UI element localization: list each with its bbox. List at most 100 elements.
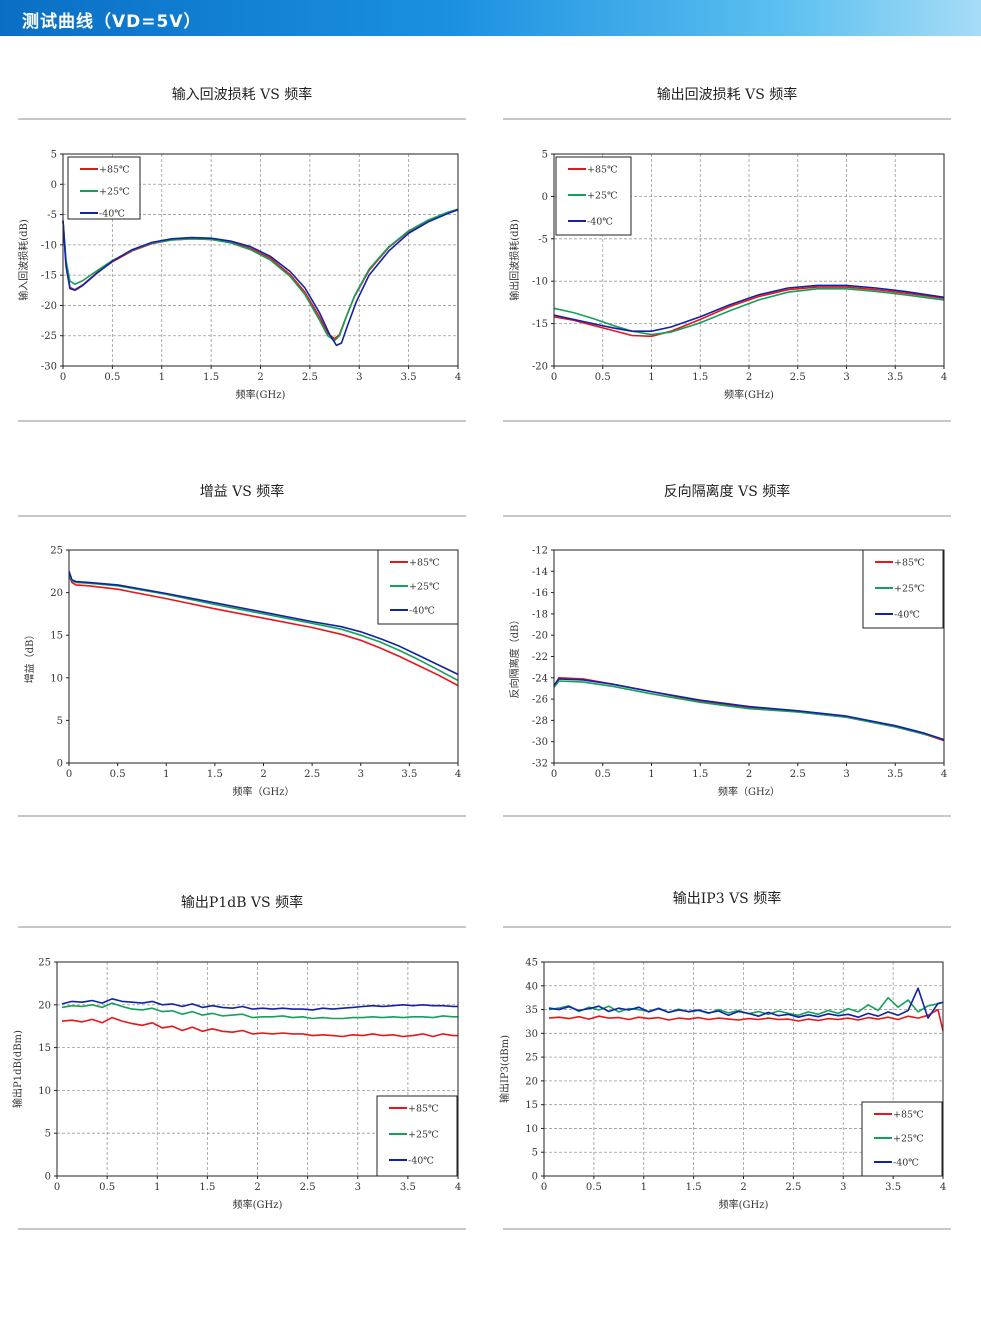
y-tick-label: 35 xyxy=(525,1005,538,1016)
chart-panel-c1: 输入回波损耗 VS 频率 0 0.5 1 1.5 2 2.5 3 3.5 4 -30 -25 -20 -1… xyxy=(17,70,466,424)
legend-box xyxy=(376,1095,458,1177)
x-tick-label: 1.5 xyxy=(203,372,219,383)
y-tick-label: 25 xyxy=(38,958,51,969)
y-tick-label: -22 xyxy=(532,652,548,663)
x-tick-label: 2 xyxy=(740,1182,746,1193)
legend-label: +85℃ xyxy=(99,165,130,176)
x-tick-label: 1.5 xyxy=(199,1182,215,1193)
chart-svg: 0 0.5 1 1.5 2 2.5 3 3.5 4 0 5 10 15 20 25 频率(GHz) 输出P1dB… xyxy=(11,958,461,1212)
y-tick-label: -14 xyxy=(532,567,548,578)
y-tick-label: 20 xyxy=(525,1076,538,1087)
x-tick-label: 1.5 xyxy=(686,1182,702,1193)
legend-label: -40℃ xyxy=(409,606,435,617)
x-tick-label: 2.5 xyxy=(790,769,806,780)
x-tick-label: 3.5 xyxy=(887,372,903,383)
y-tick-label: 10 xyxy=(50,673,63,684)
chart-title: 增益 VS 频率 xyxy=(199,484,285,500)
y-tick-label: 45 xyxy=(525,958,538,969)
y-tick-label: 5 xyxy=(51,150,57,161)
legend-label: +25℃ xyxy=(409,582,440,593)
chart-svg: 0 0.5 1 1.5 2 2.5 3 3.5 4 -20 -15 -10 -5 0 5 频率(GHz) 输出回… xyxy=(508,150,947,402)
x-tick-label: 1 xyxy=(159,372,165,383)
y-tick-label: 0 xyxy=(45,1172,51,1183)
x-tick-label: 2.5 xyxy=(304,769,320,780)
legend-label: -40℃ xyxy=(99,209,125,220)
y-tick-label: -20 xyxy=(532,362,548,373)
series-line-2 xyxy=(62,208,459,347)
x-tick-label: 2.5 xyxy=(300,1182,316,1193)
legend-box xyxy=(67,156,141,220)
series-line-0 xyxy=(548,1008,944,1032)
x-tick-label: 3.5 xyxy=(885,1182,901,1193)
divider-bottom xyxy=(18,1228,466,1230)
y-tick-label: 10 xyxy=(38,1086,51,1097)
y-tick-label: -10 xyxy=(532,277,548,288)
y-tick-label: 10 xyxy=(525,1124,538,1135)
legend-label: +85℃ xyxy=(893,1110,924,1121)
y-tick-label: -25 xyxy=(41,331,57,342)
chart-title: 输出P1dB VS 频率 xyxy=(180,895,304,911)
divider-top xyxy=(18,515,466,517)
y-tick-label: -30 xyxy=(41,362,57,373)
x-tick-label: 1 xyxy=(641,1182,647,1193)
series-line-1 xyxy=(62,208,459,342)
series-line-2 xyxy=(553,284,945,332)
y-tick-label: 5 xyxy=(45,1129,51,1140)
x-tick-label: 4 xyxy=(941,769,947,780)
chart-panel-c6: 输出IP3 VS 频率 0 0.5 1 1.5 2 2.5 3 3.5 4 0 5 10 15 20 25 30… xyxy=(498,876,951,1232)
y-tick-label: 15 xyxy=(38,1043,51,1054)
x-tick-label: 1 xyxy=(648,372,654,383)
x-axis-label: 频率（GHz） xyxy=(718,785,780,798)
y-tick-label: 5 xyxy=(57,716,63,727)
chart-svg: 0 0.5 1 1.5 2 2.5 3 3.5 4051015202530354045频率(GH… xyxy=(498,958,946,1212)
divider-bottom xyxy=(18,420,466,422)
page-title: 测试曲线（VD=5V） xyxy=(22,12,202,32)
y-axis-label: 输出IP3(dBm) xyxy=(498,1035,511,1103)
x-axis-label: 频率(GHz) xyxy=(233,1198,283,1211)
y-tick-label: -32 xyxy=(532,759,548,770)
series-line-2 xyxy=(548,987,944,1019)
x-tick-label: 2 xyxy=(746,769,752,780)
y-tick-label: -10 xyxy=(41,240,57,251)
x-axis-label: 频率（GHz） xyxy=(233,785,295,798)
x-tick-label: 0 xyxy=(541,1182,547,1193)
y-tick-label: -16 xyxy=(532,588,548,599)
x-tick-label: 3.5 xyxy=(887,769,903,780)
x-tick-label: 0.5 xyxy=(595,769,611,780)
y-tick-label: 15 xyxy=(50,631,63,642)
legend-label: -40℃ xyxy=(408,1156,434,1167)
series-line-1 xyxy=(553,680,945,741)
x-tick-label: 3 xyxy=(843,372,849,383)
divider-top xyxy=(503,118,951,120)
series-line-2 xyxy=(68,571,459,676)
legend-label: +25℃ xyxy=(587,191,618,202)
x-tick-label: 3 xyxy=(356,372,362,383)
series-line-2 xyxy=(553,678,945,741)
x-tick-label: 4 xyxy=(455,1182,461,1193)
legend-label: +85℃ xyxy=(408,1104,439,1115)
x-tick-label: 3 xyxy=(843,769,849,780)
legend-label: -40℃ xyxy=(893,1158,919,1169)
divider-bottom xyxy=(503,420,951,422)
divider-bottom xyxy=(503,815,951,817)
x-tick-label: 2.5 xyxy=(785,1182,801,1193)
series-line-0 xyxy=(553,286,945,338)
y-tick-label: -26 xyxy=(532,695,548,706)
legend-label: +85℃ xyxy=(587,165,618,176)
y-axis-label: 增益（dB） xyxy=(23,630,36,684)
x-tick-label: 0.5 xyxy=(99,1182,115,1193)
x-tick-label: 3.5 xyxy=(401,372,417,383)
y-tick-label: 25 xyxy=(50,546,63,557)
y-tick-label: -30 xyxy=(532,737,548,748)
divider-bottom xyxy=(503,1228,951,1230)
x-tick-label: 0.5 xyxy=(104,372,120,383)
chart-title: 输出回波损耗 VS 频率 xyxy=(656,87,798,103)
divider-bottom xyxy=(18,815,466,817)
series-line-1 xyxy=(553,288,945,336)
y-tick-label: 15 xyxy=(525,1100,538,1111)
legend-label: +25℃ xyxy=(99,187,130,198)
y-tick-label: -28 xyxy=(532,716,548,727)
x-tick-label: 0.5 xyxy=(595,372,611,383)
y-axis-label: 输入回波损耗(dB) xyxy=(17,219,30,301)
chart-title: 输入回波损耗 VS 频率 xyxy=(171,87,313,103)
